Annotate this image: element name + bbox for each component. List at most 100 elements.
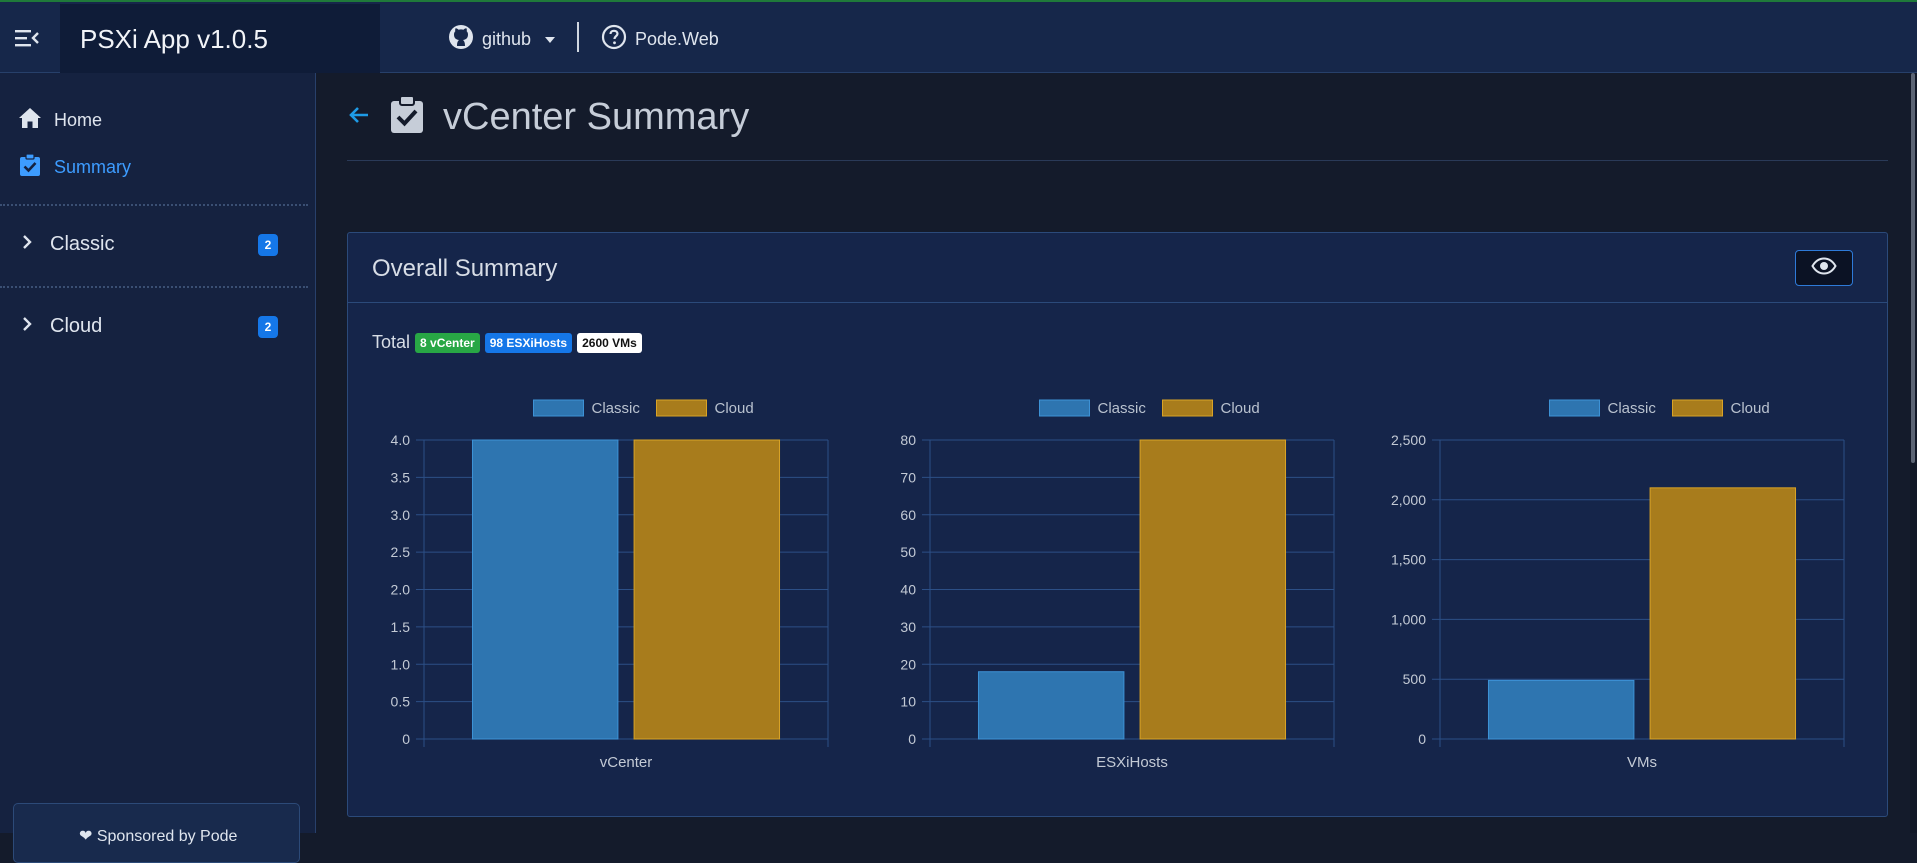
sidebar-item-summary[interactable]: Summary [18, 153, 131, 182]
clipboard-check-icon [389, 95, 425, 140]
eye-icon [1811, 256, 1837, 280]
count-badge: 2 [258, 233, 278, 256]
bar-cloud [1649, 487, 1797, 740]
x-tick-label: ESXiHosts [1096, 754, 1168, 771]
navbar-divider [577, 22, 579, 52]
navbar: PSXi App v1.0.5 github Pode.Web [0, 2, 1917, 73]
legend-label: Classic [592, 400, 641, 417]
bar-chart-svg: Classic Cloud 0 500 1,000 1,500 2,000 2,500 VMs [1391, 399, 1845, 771]
bar-cloud [1139, 439, 1287, 740]
y-tick-label: 0 [402, 731, 410, 747]
legend-swatch [1039, 399, 1090, 417]
bar-classic [471, 439, 619, 740]
github-link[interactable]: github [448, 24, 556, 55]
legend-label: Cloud [715, 400, 754, 417]
toggle-visibility-button[interactable] [1795, 250, 1853, 286]
y-tick-label: 0 [1418, 731, 1426, 747]
sidebar-item-label: Home [54, 110, 103, 130]
y-tick-label: 4.0 [391, 432, 411, 448]
count-badge: 2 [258, 315, 278, 338]
overall-summary-card: Overall Summary Total 8 vCenter 98 ESXiH… [347, 232, 1888, 817]
y-tick-label: 500 [1403, 671, 1427, 687]
menu-collapse-icon[interactable] [14, 26, 40, 50]
main-content: vCenter Summary Overall Summary Total 8 … [317, 73, 1917, 833]
y-tick-label: 60 [900, 507, 916, 523]
y-tick-label: 0.5 [391, 694, 411, 710]
y-tick-label: 3.5 [391, 469, 411, 485]
podeweb-label: Pode.Web [635, 29, 719, 49]
sidebar-divider [0, 204, 308, 206]
esxihosts-chart: Classic Cloud 0 10 20 30 40 50 60 70 80 ESXiHosts [868, 363, 1348, 788]
y-tick-label: 2,000 [1391, 492, 1426, 508]
scrollbar-thumb[interactable] [1911, 73, 1915, 463]
totals-label: Total [372, 332, 411, 352]
sidebar-group-label: Cloud [50, 315, 103, 337]
card-header: Overall Summary [348, 233, 1887, 303]
x-tick-label: VMs [1627, 754, 1657, 771]
legend-label: Classic [1608, 400, 1657, 417]
podeweb-link[interactable]: Pode.Web [601, 24, 719, 55]
legend-swatch [1549, 399, 1600, 417]
y-tick-label: 2.0 [391, 582, 411, 598]
legend-swatch [533, 399, 584, 417]
y-tick-label: 0 [908, 731, 916, 747]
chevron-down-icon [545, 36, 556, 43]
legend-label: Cloud [1731, 400, 1770, 417]
sponsor-text: ❤ Sponsored by Pode [79, 828, 238, 845]
app-title: PSXi App v1.0.5 [80, 24, 268, 54]
bar-chart-svg: Classic Cloud 0 0.5 1.0 1.5 2.0 2.5 3.0 3.5 4.0 vCe… [391, 399, 829, 771]
y-tick-label: 1.0 [391, 656, 411, 672]
page-title: vCenter Summary [443, 96, 750, 138]
y-tick-label: 1,500 [1391, 552, 1426, 568]
y-tick-label: 70 [900, 469, 916, 485]
header-divider [347, 160, 1888, 161]
bar-cloud [633, 439, 781, 740]
totals-row: Total 8 vCenter 98 ESXiHosts 2600 VMs [372, 332, 642, 353]
y-tick-label: 30 [900, 619, 916, 635]
vcenter-chart: Classic Cloud 0 0.5 1.0 1.5 2.0 2.5 3.0 3.5 4.0 vCe… [362, 363, 842, 788]
help-circle-icon [601, 24, 627, 55]
sidebar-item-home[interactable]: Home [18, 107, 102, 134]
y-tick-label: 20 [900, 656, 916, 672]
github-label: github [482, 29, 532, 49]
card-title: Overall Summary [372, 255, 558, 282]
legend-swatch [1162, 399, 1213, 417]
chevron-right-icon [22, 233, 32, 256]
x-tick-label: vCenter [600, 754, 653, 771]
top-accent-line [0, 0, 1917, 2]
y-tick-label: 40 [900, 582, 916, 598]
sidebar-item-label: Summary [54, 157, 132, 177]
sidebar-group-cloud[interactable]: Cloud 2 [22, 315, 278, 338]
vms-count-badge: 2600 VMs [577, 332, 642, 353]
sidebar-divider [0, 286, 308, 288]
y-tick-label: 80 [900, 432, 916, 448]
bar-classic [977, 671, 1125, 740]
arrow-left-icon[interactable] [347, 103, 371, 132]
github-icon [448, 24, 474, 55]
y-tick-label: 50 [900, 544, 916, 560]
sponsor-box[interactable]: ❤ Sponsored by Pode [13, 803, 300, 863]
bar-chart-svg: Classic Cloud 0 10 20 30 40 50 60 70 80 ESXiHosts [900, 399, 1335, 771]
page-header: vCenter Summary [347, 95, 749, 140]
legend-swatch [656, 399, 707, 417]
y-tick-label: 1.5 [391, 619, 411, 635]
legend-label: Classic [1098, 400, 1147, 417]
sidebar-group-classic[interactable]: Classic 2 [22, 233, 278, 256]
esxihosts-count-badge: 98 ESXiHosts [484, 332, 573, 353]
y-tick-label: 2,500 [1391, 432, 1426, 448]
chevron-right-icon [22, 315, 32, 338]
y-tick-label: 2.5 [391, 544, 411, 560]
y-tick-label: 10 [900, 694, 916, 710]
brand-box[interactable]: PSXi App v1.0.5 [60, 4, 380, 73]
sidebar: Home Summary Classic 2 Cloud 2 ❤ Sponsor… [0, 73, 316, 863]
y-tick-label: 3.0 [391, 507, 411, 523]
bar-classic [1487, 679, 1635, 740]
vcenter-count-badge: 8 vCenter [415, 332, 480, 353]
vms-chart: Classic Cloud 0 500 1,000 1,500 2,000 2,500 VMs [1378, 363, 1858, 788]
home-icon [18, 107, 42, 134]
y-tick-label: 1,000 [1391, 611, 1426, 627]
clipboard-check-icon [18, 153, 42, 182]
legend-swatch [1672, 399, 1723, 417]
sidebar-group-label: Classic [50, 233, 115, 255]
legend-label: Cloud [1221, 400, 1260, 417]
